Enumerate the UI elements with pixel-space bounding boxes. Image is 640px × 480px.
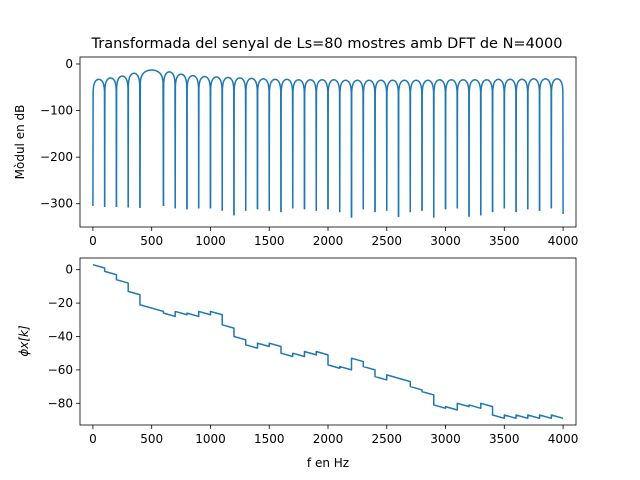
magnitude-lobe-line (433, 79, 447, 218)
magnitude-lobe-line (527, 78, 541, 211)
phase-x-tick-label: 4000 (548, 432, 579, 446)
phase-y-tick-label: −40 (48, 329, 73, 343)
magnitude-lobe-line (480, 79, 494, 216)
magnitude-lobe-line (491, 78, 506, 213)
magnitude-lobe-line (339, 79, 353, 218)
magnitude-lobe-line (303, 79, 317, 211)
phase-y-tick-label: 0 (65, 263, 73, 277)
magnitude-x-tick-label: 0 (89, 234, 97, 248)
magnitude-lobe-line (291, 79, 306, 210)
phase-subplot: 0 500 1000 1500 2000 2500 3000 3500 4000 0 −20 −40… (17, 257, 578, 470)
magnitude-lobe-line (386, 79, 400, 217)
magnitude-lobe-line (209, 76, 223, 211)
magnitude-lobe-line (468, 79, 482, 217)
magnitude-lobe-line (174, 73, 188, 210)
magnitude-lobe-line (280, 78, 294, 213)
phase-x-ticks: 0 500 1000 1500 2000 2500 3000 3500 4000 (89, 425, 578, 446)
phase-x-tick-label: 0 (89, 432, 97, 446)
phase-y-tick-label: −80 (48, 396, 73, 410)
magnitude-lobe-line (456, 79, 470, 217)
magnitude-x-tick-label: 500 (140, 234, 163, 248)
magnitude-lobe-line (127, 72, 141, 208)
phase-x-tick-label: 3000 (430, 432, 461, 446)
chart-title: Transformada del senyal de Ls=80 mostres… (91, 36, 563, 52)
magnitude-lobe-line (103, 77, 118, 207)
phase-line (92, 263, 564, 420)
magnitude-y-tick-label: −100 (40, 104, 73, 118)
magnitude-lobe-line (115, 75, 129, 208)
magnitude-y-tick-label: −300 (40, 197, 73, 211)
magnitude-lobe-line (162, 71, 176, 209)
magnitude-y-tick-label: 0 (65, 57, 73, 71)
phase-y-axis-label: ϕx[k] (17, 325, 31, 357)
magnitude-lobe-line (350, 79, 365, 218)
magnitude-lobe-line (550, 78, 564, 214)
phase-y-ticks: 0 −20 −40 −60 −80 (48, 263, 80, 410)
magnitude-lobe-line (197, 75, 212, 209)
magnitude-lobe-line (186, 74, 200, 210)
phase-x-tick-label: 1000 (195, 432, 226, 446)
phase-x-tick-label: 1500 (254, 432, 285, 446)
magnitude-y-axis-label: Mòdul en dB (13, 105, 27, 180)
magnitude-lobe-line (362, 79, 376, 213)
magnitude-x-tick-label: 2500 (371, 234, 402, 248)
magnitude-lobe-line (327, 79, 341, 213)
phase-series (92, 263, 564, 420)
magnitude-lobe-line (221, 76, 235, 216)
phase-y-tick-label: −20 (48, 296, 73, 310)
magnitude-lobe-line (421, 79, 435, 218)
magnitude-lobe-line (397, 79, 412, 217)
magnitude-x-tick-label: 3000 (430, 234, 461, 248)
magnitude-lobe-line (538, 78, 553, 211)
magnitude-subplot: Transformada del senyal de Ls=80 mostres… (13, 36, 578, 248)
magnitude-lobe-line (92, 78, 106, 207)
magnitude-x-tick-label: 2000 (313, 234, 344, 248)
magnitude-x-tick-label: 3500 (489, 234, 520, 248)
magnitude-lobe-line (515, 78, 529, 213)
magnitude-x-tick-label: 1000 (195, 234, 226, 248)
magnitude-y-tick-label: −200 (40, 150, 73, 164)
magnitude-lobe-line (256, 78, 270, 211)
phase-x-tick-label: 3500 (489, 432, 520, 446)
magnitude-x-tick-label: 4000 (548, 234, 579, 248)
magnitude-x-tick-label: 1500 (254, 234, 285, 248)
magnitude-lobe-line (315, 79, 329, 211)
magnitude-lobe-line (268, 78, 282, 213)
magnitude-lobe-line (409, 79, 423, 213)
phase-x-axis-label: f en Hz (307, 456, 349, 470)
phase-y-tick-label: −60 (48, 363, 73, 377)
magnitude-series (92, 69, 564, 218)
phase-x-tick-label: 2500 (371, 432, 402, 446)
magnitude-lobe-line (233, 77, 247, 216)
magnitude-lobe-line (139, 69, 165, 208)
magnitude-lobe-line (374, 79, 388, 213)
magnitude-x-ticks: 0 500 1000 1500 2000 2500 3000 3500 4000 (89, 227, 578, 248)
magnitude-lobe-line (444, 79, 459, 210)
magnitude-lobe-line (503, 78, 517, 213)
magnitude-y-ticks: 0 −100 −200 −300 (40, 57, 80, 211)
phase-axes: 0 500 1000 1500 2000 2500 3000 3500 4000 0 −20 −40… (17, 257, 578, 470)
phase-x-tick-label: 2000 (313, 432, 344, 446)
magnitude-lobe-line (244, 77, 259, 211)
phase-x-tick-label: 500 (140, 432, 163, 446)
magnitude-axes: 0 500 1000 1500 2000 2500 3000 3500 4000 0 −100 −2… (13, 56, 578, 248)
